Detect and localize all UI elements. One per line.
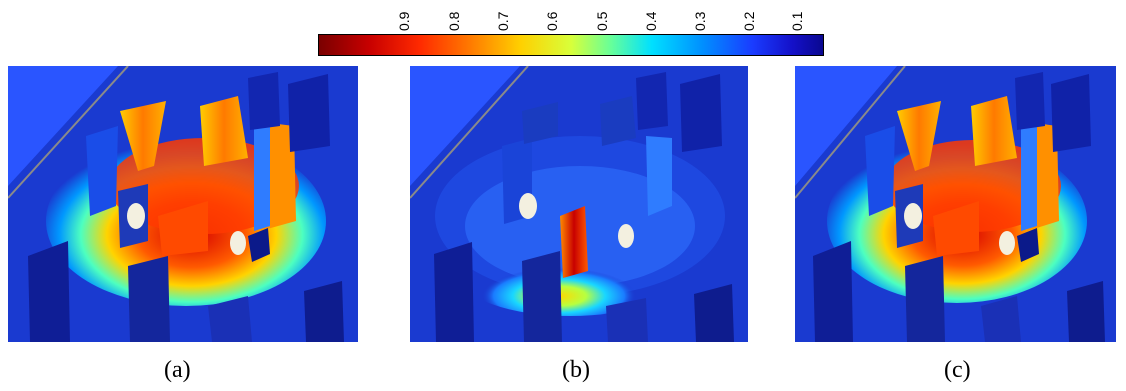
panel-b-render xyxy=(410,66,748,342)
panel-c-render xyxy=(795,66,1116,342)
colorbar-tick-label: 0.6 xyxy=(544,11,560,31)
colorbar-tick-label: 0.1 xyxy=(789,11,805,31)
caption-c: (c) xyxy=(944,357,971,383)
colorbar-gradient xyxy=(318,34,824,56)
panel-b xyxy=(410,66,748,342)
colorbar-ticks: 0.9 0.8 0.7 0.6 0.5 0.4 0.3 0.2 0.1 xyxy=(318,0,824,34)
colorbar-tick-label: 0.8 xyxy=(446,11,462,31)
colorbar: 0.9 0.8 0.7 0.6 0.5 0.4 0.3 0.2 0.1 xyxy=(318,0,824,58)
caption-b: (b) xyxy=(562,357,590,383)
colorbar-tick-label: 0.7 xyxy=(495,11,511,31)
caption-a: (a) xyxy=(164,357,191,383)
colorbar-tick-label: 0.2 xyxy=(741,11,757,31)
panel-a xyxy=(8,66,358,342)
colorbar-tick-label: 0.3 xyxy=(692,11,708,31)
colorbar-tick-label: 0.9 xyxy=(396,11,412,31)
colorbar-tick-label: 0.5 xyxy=(594,11,610,31)
colorbar-tick-label: 0.4 xyxy=(643,11,659,31)
panel-c xyxy=(795,66,1116,342)
panel-a-render xyxy=(8,66,358,342)
